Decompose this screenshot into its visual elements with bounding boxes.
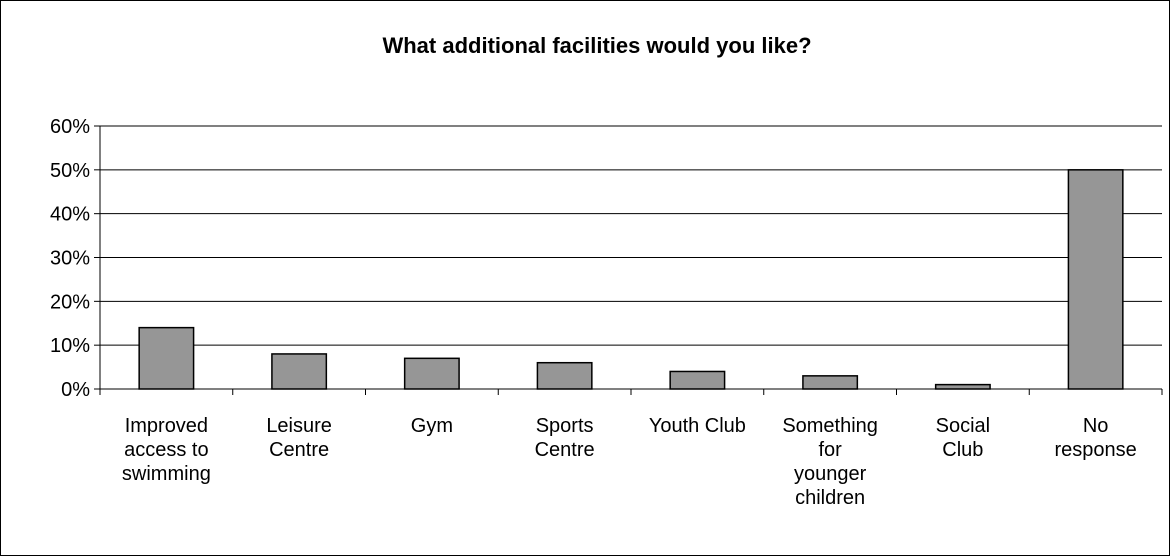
bars: [138, 169, 1124, 390]
y-tick-label: 0%: [61, 379, 90, 401]
y-tick-label: 20%: [50, 291, 90, 313]
y-tick-label: 30%: [50, 248, 90, 270]
x-category-label: Youth Club: [649, 415, 746, 437]
x-category-label: Leisure Centre: [266, 415, 332, 461]
bar: [271, 353, 328, 390]
y-tick-label: 60%: [50, 116, 90, 138]
bar: [934, 383, 991, 390]
y-tick-labels: 0% 10% 20% 30% 40% 50% 60%: [50, 116, 90, 401]
y-tick-label: 40%: [50, 204, 90, 226]
x-category-label: Improved access to swimming: [122, 415, 211, 485]
bar: [669, 370, 726, 390]
y-tick-label: 10%: [50, 335, 90, 357]
x-category-label: Gym: [411, 415, 453, 437]
gridlines: [100, 125, 1162, 346]
bar: [403, 357, 460, 390]
x-category-label: No response: [1054, 415, 1136, 461]
x-category-label: Social Club: [936, 415, 990, 461]
bar: [138, 326, 195, 390]
x-category-labels: Improved access to swimming Leisure Centre Gy…: [122, 415, 1137, 509]
x-category-label: Sports Centre: [535, 415, 595, 461]
chart-title: What additional facilities would you lik…: [382, 33, 811, 58]
y-tick-label: 50%: [50, 160, 90, 182]
bar: [1067, 169, 1124, 390]
bar: [536, 361, 593, 390]
bar: [802, 375, 859, 390]
x-category-label: Something for younger children: [782, 415, 878, 509]
axes: [94, 125, 1163, 395]
